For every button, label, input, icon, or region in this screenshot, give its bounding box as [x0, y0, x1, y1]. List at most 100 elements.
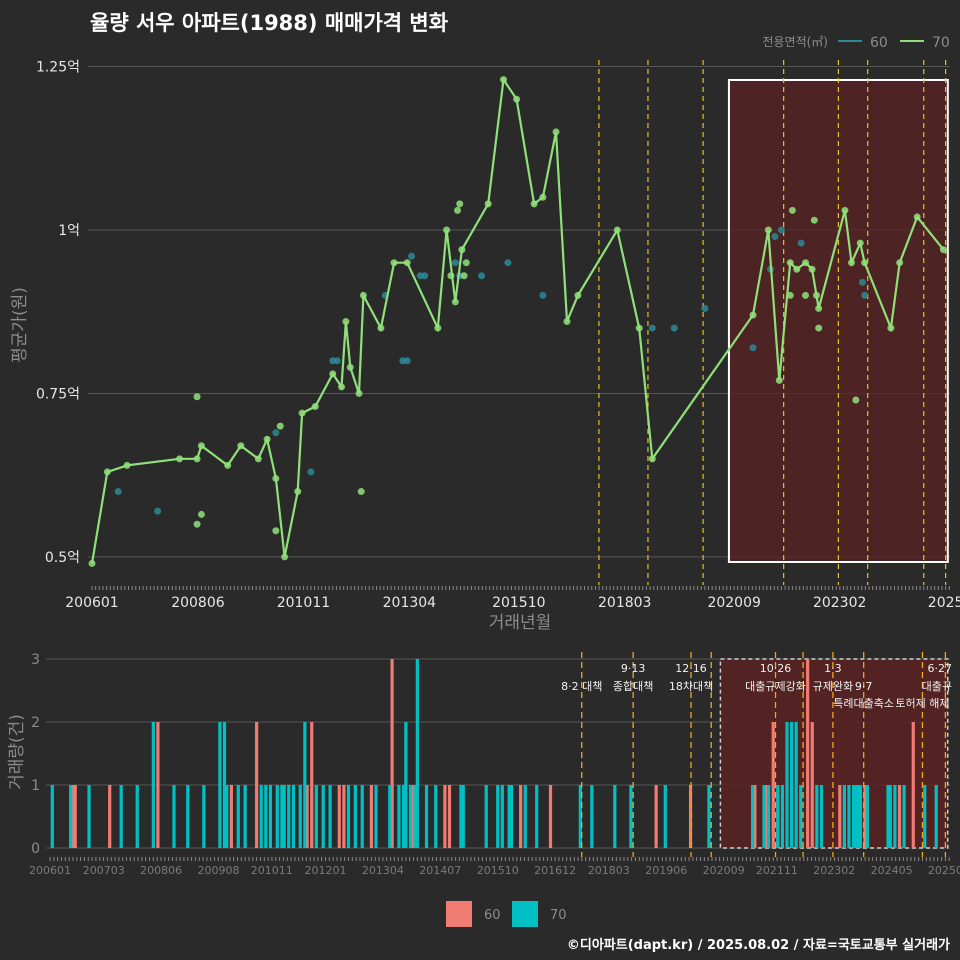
bar-70 — [535, 785, 539, 848]
bottom-y-tick-label: 0 — [31, 841, 40, 857]
point-70 — [458, 246, 466, 254]
point-70 — [786, 259, 794, 267]
point-70 — [294, 488, 302, 496]
bar-70 — [865, 785, 869, 848]
bar-70 — [629, 785, 633, 848]
point-70 — [329, 370, 337, 378]
bar-60 — [73, 785, 77, 848]
bar-70 — [291, 785, 295, 848]
point-70 — [802, 291, 810, 299]
bar-70 — [282, 785, 286, 848]
chart-title: 율량 서우 아파트(1988) 매매가격 변화 — [90, 11, 449, 35]
bar-70 — [484, 785, 488, 848]
top-x-tick-label: 200601 — [65, 595, 118, 611]
bar-70 — [353, 785, 357, 848]
point-70 — [176, 455, 184, 463]
point-70 — [749, 311, 757, 319]
point-70 — [237, 442, 245, 450]
bar-70 — [401, 785, 406, 848]
bar-70 — [767, 785, 771, 848]
bar-60 — [548, 785, 553, 848]
bottom-y-tick-label: 2 — [31, 715, 40, 731]
bar-70 — [762, 785, 766, 848]
top-x-tick-label: 202009 — [707, 595, 760, 611]
policy-annotation: 대출규 — [922, 680, 952, 693]
bar-70 — [893, 785, 897, 848]
point-70 — [775, 376, 783, 384]
point-70 — [193, 520, 201, 528]
bottom-x-tick-label: 201612 — [534, 864, 576, 877]
point-70 — [355, 389, 363, 397]
point-70 — [815, 324, 823, 332]
point-60 — [272, 429, 280, 437]
point-70 — [276, 422, 284, 430]
bar-60 — [108, 785, 112, 848]
bar-70 — [388, 785, 392, 848]
top-x-tick-label: 202302 — [813, 595, 866, 611]
bar-70 — [461, 785, 465, 848]
top-y-tick-label: 1.25억 — [36, 60, 80, 76]
bar-70 — [459, 785, 463, 848]
bar-60 — [838, 785, 842, 848]
bar-60 — [863, 785, 867, 848]
bar-70 — [750, 785, 755, 848]
bottom-y-tick-label: 3 — [31, 652, 40, 668]
policy-annotation: 9·7 — [855, 680, 873, 693]
bar-70 — [328, 785, 332, 848]
bottom-x-tick-label: 201304 — [362, 864, 404, 877]
point-70 — [764, 226, 772, 234]
point-70 — [357, 488, 365, 496]
point-70 — [123, 461, 131, 469]
bar-60 — [229, 785, 233, 848]
point-70 — [861, 259, 869, 267]
bottom-x-tick-label: 20250 — [928, 864, 960, 877]
point-70 — [193, 455, 201, 463]
bottom-x-tick-label: 201510 — [477, 864, 519, 877]
bottom-x-tick-label: 201906 — [645, 864, 687, 877]
bottom-x-tick-label: 200908 — [198, 864, 240, 877]
policy-annotation: 8·2 대책 — [561, 680, 602, 693]
policy-annotation: 18차대책 — [669, 680, 713, 693]
bar-70 — [303, 722, 307, 848]
legend-label-60: 60 — [870, 35, 888, 51]
point-70 — [460, 272, 468, 280]
bar-70 — [397, 785, 401, 848]
bottom-y-tick-label: 1 — [31, 778, 40, 794]
legend-label-bar-70: 70 — [550, 908, 567, 923]
point-70 — [856, 239, 864, 247]
bar-60 — [810, 722, 814, 848]
point-70 — [272, 474, 280, 482]
bar-70 — [794, 722, 798, 848]
bar-70 — [346, 785, 351, 848]
policy-annotation: 토허제 해제 — [895, 696, 949, 710]
bar-70 — [172, 785, 176, 848]
bar-70 — [314, 785, 318, 848]
point-70 — [530, 200, 538, 208]
point-70 — [390, 259, 398, 267]
point-60 — [701, 304, 709, 312]
bar-70 — [847, 785, 851, 848]
point-60 — [858, 278, 866, 286]
point-70 — [346, 363, 354, 371]
bottom-x-tick-label: 201803 — [588, 864, 630, 877]
point-70 — [263, 435, 271, 443]
bar-60 — [753, 785, 757, 848]
policy-annotation: 12·16 — [675, 662, 707, 675]
top-x-tick-label: 201011 — [277, 595, 330, 611]
bottom-x-tick-label: 200703 — [83, 864, 125, 877]
point-60 — [777, 226, 785, 234]
bar-60 — [806, 659, 810, 848]
point-70 — [848, 259, 856, 267]
bar-60 — [156, 722, 160, 848]
point-60 — [504, 259, 512, 267]
bottom-highlight-box — [719, 658, 949, 849]
bar-70 — [934, 785, 938, 848]
bar-70 — [218, 722, 222, 848]
bar-60 — [337, 785, 341, 848]
bar-70 — [280, 785, 284, 848]
bottom-x-tick-label: 202302 — [813, 864, 855, 877]
bar-70 — [275, 785, 279, 848]
bar-70 — [785, 722, 789, 848]
point-70 — [793, 265, 801, 273]
bar-70 — [268, 785, 273, 848]
